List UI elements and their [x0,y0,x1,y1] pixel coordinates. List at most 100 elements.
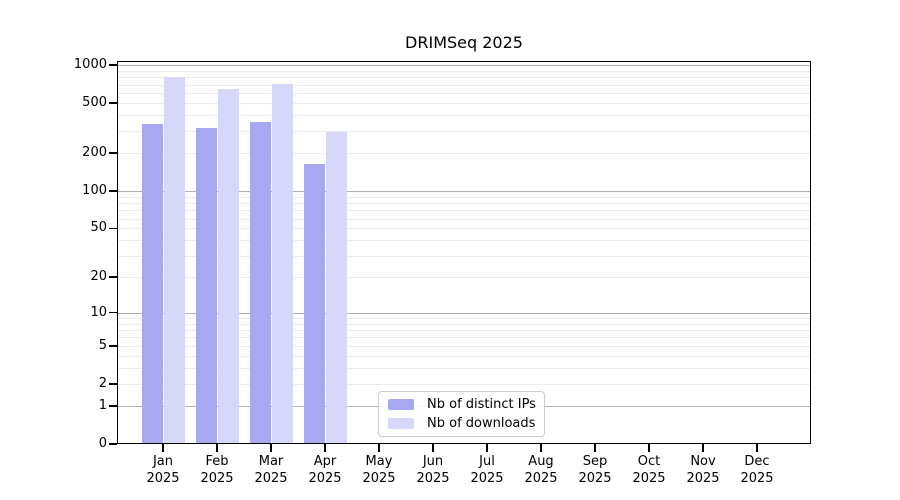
bar-downloads [164,76,185,444]
y-tick-label: 1000 [73,57,107,72]
y-tick-mark [109,190,117,192]
minor-gridline [117,345,811,347]
x-tick-label: Feb 2025 [182,453,252,487]
y-tick-label: 50 [90,220,107,236]
x-tick-year: 2025 [470,471,504,486]
y-tick-mark [109,152,117,154]
minor-gridline [117,70,811,72]
y-tick-label: 500 [82,95,107,110]
minor-gridline [117,93,811,94]
y-tick-label: 100 [82,182,107,198]
x-tick-mark [324,444,326,452]
minor-gridline [117,277,811,278]
plot-area [117,61,811,444]
y-tick-mark [109,276,117,278]
minor-gridline [117,337,811,339]
y-tick-label: 0 [98,436,107,451]
legend-swatch-distinct-ips [388,399,414,410]
x-tick-month: Jul [479,454,495,469]
minor-gridline [117,153,811,155]
x-tick-year: 2025 [578,471,612,486]
x-tick-label: Jul 2025 [452,453,522,487]
y-tick-label: 20 [90,269,107,284]
y-tick-mark [109,443,117,445]
x-tick-mark [756,444,758,452]
x-tick-mark [378,444,380,452]
x-tick-mark [216,444,218,452]
y-tick-mark [109,311,117,314]
legend-swatch-downloads [388,418,414,429]
minor-gridline [117,329,811,331]
y-tick-label: 200 [82,145,107,161]
minor-gridline [117,202,811,204]
y-tick-mark [109,405,117,407]
minor-gridline [117,103,811,104]
x-tick-label: Dec 2025 [722,453,792,487]
x-tick-year: 2025 [200,471,234,486]
x-tick-label: Nov 2025 [668,453,738,487]
minor-gridline [117,367,811,369]
x-tick-year: 2025 [308,471,342,486]
x-tick-mark [594,444,596,452]
x-tick-mark [162,444,164,452]
minor-gridline [117,228,811,230]
minor-gridline [117,317,811,319]
legend-label-distinct-ips: Nb of distinct IPs [427,397,536,412]
y-tick-mark [109,102,117,104]
chart-title: DRIMSeq 2025 [405,33,523,52]
minor-gridline [117,240,811,242]
x-tick-mark [540,444,542,452]
minor-gridline [117,323,811,325]
x-tick-mark [432,444,434,452]
x-tick-month: Apr [313,454,337,469]
x-tick-year: 2025 [686,471,720,486]
y-tick-label: 2 [98,375,107,391]
y-tick-mark [109,227,117,230]
x-tick-label: Sep 2025 [560,453,630,487]
major-gridline [117,65,811,66]
x-tick-year: 2025 [362,471,396,486]
major-gridline [117,312,811,314]
x-tick-label: Aug 2025 [506,453,576,487]
x-tick-year: 2025 [146,471,180,486]
x-tick-label: Jun 2025 [398,453,468,487]
x-tick-label: Mar 2025 [236,453,306,487]
bar-downloads [218,89,239,444]
minor-gridline [117,218,811,220]
minor-gridline [117,255,811,257]
legend: Nb of distinct IPs Nb of downloads [378,391,545,437]
x-tick-year: 2025 [416,471,450,486]
x-tick-label: May 2025 [344,453,414,487]
x-tick-mark [270,444,272,452]
x-tick-label: Apr 2025 [290,453,360,487]
x-tick-month: May [365,454,393,469]
bar-downloads [326,132,347,444]
y-tick-label: 1 [98,398,107,413]
x-tick-month: Jun [422,454,444,469]
x-tick-label: Oct 2025 [614,453,684,487]
x-tick-mark [648,444,650,452]
bar-distinct-ips [304,164,325,444]
minor-gridline [117,210,811,212]
x-tick-month: Nov [690,454,716,469]
bar-distinct-ips [142,124,163,444]
x-tick-year: 2025 [524,471,558,486]
bar-downloads [272,83,293,444]
legend-item-distinct-ips: Nb of distinct IPs [388,397,536,412]
x-tick-year: 2025 [254,471,288,486]
y-tick-mark [109,345,117,347]
y-tick-label: 10 [90,304,107,320]
x-tick-label: Jan 2025 [128,453,198,487]
x-tick-month: Sep [582,454,608,469]
legend-item-downloads: Nb of downloads [388,416,535,431]
x-tick-month: Dec [744,454,770,469]
minor-gridline [117,115,811,117]
x-tick-year: 2025 [632,471,666,486]
y-tick-mark [109,383,117,385]
x-tick-month: Feb [205,454,229,469]
minor-gridline [117,196,811,198]
minor-gridline [117,383,811,385]
minor-gridline [117,130,811,132]
x-tick-month: Mar [258,454,284,469]
